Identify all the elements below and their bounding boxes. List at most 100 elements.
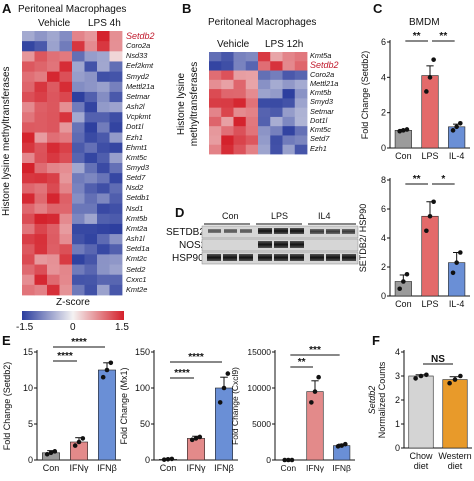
heatmap-cell <box>97 152 110 164</box>
gene-label: Cxxc1 <box>126 274 147 284</box>
heatmap-cell <box>72 163 85 174</box>
gene-label: Kmt2a <box>126 223 148 233</box>
panel-a-scale-min: -1.5 <box>16 322 34 333</box>
heatmap-cell <box>282 116 296 127</box>
heatmap-cell <box>22 223 35 235</box>
panel-d-row-setdb2: SETDB2 <box>166 227 205 238</box>
heatmap-cell <box>72 264 85 276</box>
heatmap-cell <box>47 102 60 113</box>
heatmap-cell <box>84 173 98 184</box>
heatmap-cell <box>233 116 247 127</box>
heatmap-cell <box>109 152 123 164</box>
heatmap-cell <box>47 244 60 255</box>
heatmap-cell <box>84 183 98 194</box>
heatmap-cell <box>22 284 35 296</box>
heatmap-cell <box>59 193 73 205</box>
heatmap-cell <box>34 284 48 296</box>
heatmap-cell <box>245 70 259 81</box>
heatmap-cell <box>270 98 283 109</box>
gene-label: Smyd3 <box>310 97 334 107</box>
data-point <box>44 451 50 457</box>
heatmap-cell <box>282 52 296 62</box>
heatmap-cell <box>245 79 259 90</box>
panel-e-chart-2: 0 50 100 150 Fold Change (Mx1) Con IFNγ IFNβ ***… <box>119 347 238 473</box>
heatmap-cell <box>270 107 283 118</box>
heatmap-cell <box>47 223 60 235</box>
y-tick-label: 5 <box>28 419 33 429</box>
heatmap-cell <box>109 173 123 184</box>
heatmap-cell <box>84 254 98 265</box>
heatmap-cell <box>59 152 73 164</box>
significance-label: **** <box>174 368 190 379</box>
heatmap-cell <box>47 274 60 286</box>
heatmap-cell <box>97 223 110 235</box>
heatmap-cell <box>34 71 48 83</box>
heatmap-cell <box>72 91 85 103</box>
heatmap-cell <box>84 203 98 215</box>
panel-b-label: B <box>182 1 192 16</box>
heatmap-cell <box>270 70 283 81</box>
heatmap-cell <box>209 116 222 127</box>
heatmap-cell <box>59 41 73 52</box>
y-tick-label: 6 <box>381 37 386 47</box>
bar <box>448 262 466 297</box>
significance-label: ** <box>413 31 421 42</box>
heatmap-cell <box>97 234 110 245</box>
heatmap-cell <box>34 244 48 255</box>
heatmap-cell <box>294 144 308 155</box>
data-point <box>447 380 452 386</box>
heatmap-cell <box>59 51 73 62</box>
heatmap-cell <box>72 254 85 265</box>
heatmap-cell <box>47 142 60 154</box>
heatmap-cell <box>22 203 35 215</box>
y-tick-label: 4 <box>395 347 400 357</box>
heatmap-cell <box>47 41 60 52</box>
heatmap-cell <box>84 132 98 144</box>
heatmap-cell <box>84 142 98 154</box>
heatmap-cell <box>84 51 98 62</box>
data-point <box>424 228 429 234</box>
heatmap-cell <box>72 152 85 164</box>
heatmap-cell <box>59 122 73 133</box>
significance-label: **** <box>188 352 204 363</box>
x-tick-label: IFNγ <box>306 463 325 473</box>
heatmap-cell <box>258 126 271 136</box>
data-point <box>80 436 86 441</box>
panel-d-row-nos2: NOS2 <box>179 240 207 251</box>
heatmap-cell <box>209 107 222 118</box>
heatmap-cell <box>282 61 296 71</box>
heatmap-cell <box>59 284 73 296</box>
heatmap-cell <box>22 193 35 205</box>
heatmap-cell <box>97 122 110 133</box>
heatmap-cell <box>221 70 234 81</box>
heatmap-cell <box>270 135 283 146</box>
heatmap-cell <box>282 89 296 99</box>
data-point <box>427 75 433 80</box>
heatmap-cell <box>22 81 35 93</box>
heatmap-cell <box>22 41 35 52</box>
heatmap-cell <box>34 142 48 154</box>
heatmap-cell <box>22 163 35 174</box>
heatmap-cell <box>22 244 35 255</box>
x-tick-label: IFNβ <box>332 463 351 473</box>
heatmap-cell <box>34 102 48 113</box>
heatmap-cell <box>59 163 73 174</box>
panel-b-group-lps: LPS 12h <box>265 39 304 50</box>
heatmap-cell <box>270 61 283 71</box>
heatmap-cell <box>245 116 259 127</box>
heatmap-cell <box>294 126 308 136</box>
data-point <box>339 443 344 448</box>
x-tick-label: diet <box>414 461 429 471</box>
heatmap-cell <box>209 98 222 109</box>
heatmap-cell <box>258 135 271 146</box>
heatmap-cell <box>34 81 48 93</box>
panel-d-row-hsp90: HSP90 <box>172 253 204 264</box>
heatmap-cell <box>59 81 73 93</box>
gene-label: Kmt5c <box>126 152 147 162</box>
heatmap-cell <box>47 132 60 144</box>
data-point <box>418 373 424 379</box>
heatmap-cell <box>245 144 259 155</box>
heatmap-cell <box>22 61 35 73</box>
y-tick-label: 0 <box>28 455 33 465</box>
heatmap-cell <box>109 274 123 286</box>
